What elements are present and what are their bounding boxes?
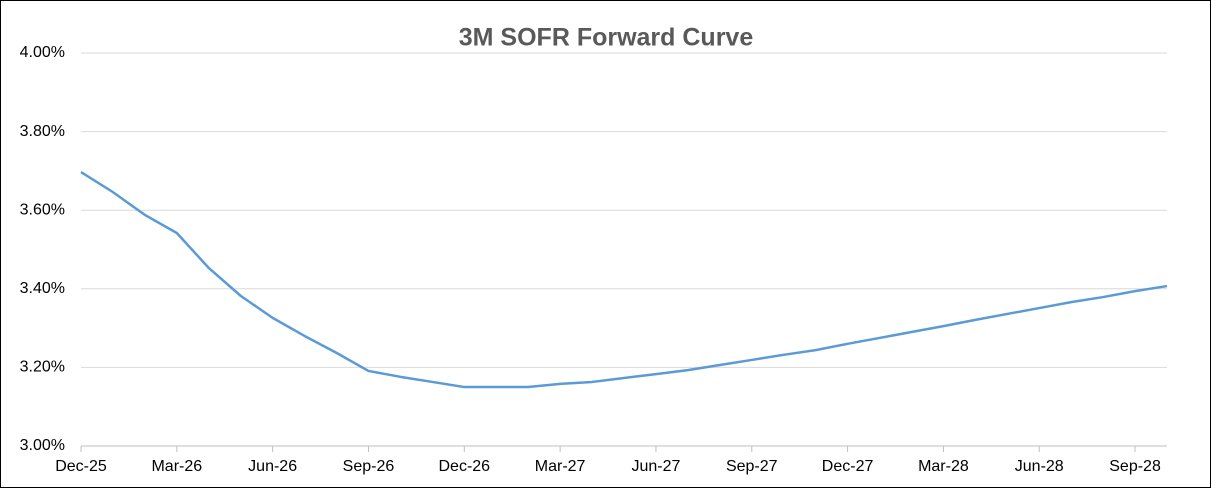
x-tick-label: Dec-26 <box>439 458 491 475</box>
x-tick-label: Mar-27 <box>535 458 586 475</box>
y-tick-label: 3.20% <box>20 359 65 376</box>
y-tick-label: 4.00% <box>20 44 65 61</box>
x-tick-label: Jun-28 <box>1015 458 1064 475</box>
y-tick-label: 3.80% <box>20 123 65 140</box>
x-tick-label: Mar-26 <box>151 458 202 475</box>
x-tick-label: Sep-26 <box>343 458 395 475</box>
x-tick-label: Jun-27 <box>631 458 680 475</box>
x-tick-label: Mar-28 <box>918 458 969 475</box>
x-tick-label: Sep-28 <box>1109 458 1161 475</box>
x-tick-label: Sep-27 <box>726 458 778 475</box>
x-tick-label: Jun-26 <box>248 458 297 475</box>
x-tick-label: Dec-25 <box>55 458 107 475</box>
chart-title: 3M SOFR Forward Curve <box>459 24 754 52</box>
y-tick-label: 3.60% <box>20 201 65 218</box>
y-tick-label: 3.40% <box>20 280 65 297</box>
series-line <box>80 171 1168 389</box>
y-tick-label: 3.00% <box>20 437 65 454</box>
x-tick-label: Dec-27 <box>822 458 874 475</box>
